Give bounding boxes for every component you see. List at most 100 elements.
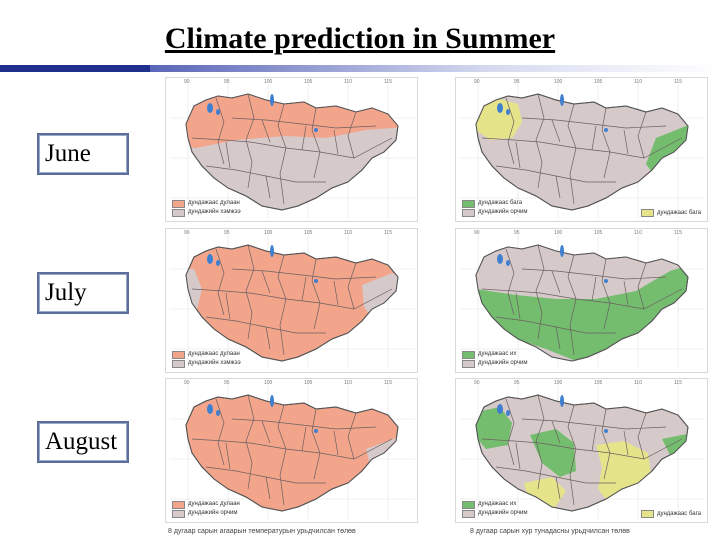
tick-label: 95 — [224, 79, 230, 85]
map-legend: дундажаас бага дундажийн орчим — [462, 199, 528, 217]
lake — [216, 410, 220, 416]
slide-title: Climate prediction in Summer — [164, 22, 556, 55]
tick-label: 90 — [184, 380, 190, 386]
map-svg — [170, 385, 415, 519]
legend-swatch — [172, 359, 185, 368]
tick-label: 95 — [224, 380, 230, 386]
map-legend: дундажаас дулаан дундажийн хэмжээ — [172, 199, 241, 217]
map-svg — [170, 235, 415, 369]
legend-label: дундажаас дулаан — [188, 501, 240, 507]
lake — [560, 395, 564, 407]
map-legend-extra: дундажаас бага — [640, 510, 701, 518]
legend-label: дундажийн орчим — [478, 209, 528, 215]
map-svg — [460, 235, 705, 369]
legend-label: дундажаас дулаан — [188, 351, 240, 357]
map-legend: дундажаас дулаан дундажийн хэмжээ — [172, 350, 241, 368]
tick-label: 110 — [344, 79, 352, 85]
tick-label: 90 — [474, 79, 480, 85]
lake — [270, 94, 274, 106]
tick-label: 115 — [384, 79, 392, 85]
legend-label: дундажийн хэмжээ — [188, 360, 241, 366]
tick-label: 100 — [554, 380, 563, 386]
forecast-region — [476, 98, 522, 140]
forecast-region — [186, 269, 202, 313]
legend-label: дундажийн хэмжээ — [188, 209, 241, 215]
forecast-region — [596, 441, 652, 507]
tick-label: 105 — [304, 380, 313, 386]
map-legend: дундажаас дулаан дундажийн орчим — [172, 500, 240, 518]
legend-label: дундажийн орчим — [478, 510, 528, 516]
tick-label: 110 — [634, 230, 642, 236]
tick-label: 110 — [634, 79, 642, 85]
lake — [207, 103, 213, 113]
tick-label: 105 — [594, 230, 603, 236]
map-svg — [170, 84, 415, 218]
tick-label: 110 — [344, 380, 352, 386]
caption-precipitation: 8 дугаар сарын хур тунадасны урьдчилсан … — [470, 528, 630, 535]
tick-label: 90 — [474, 230, 480, 236]
legend-swatch — [172, 208, 185, 217]
tick-label: 105 — [594, 79, 603, 85]
lake — [314, 429, 318, 433]
legend-swatch — [462, 509, 475, 518]
legend-label: дундажаас бага — [478, 200, 523, 206]
month-label-august: August — [37, 421, 129, 463]
map-july-temperature: 90 95 100 105 110 115 дундажаас дулаан дундажий… — [165, 228, 418, 373]
tick-label: 115 — [674, 79, 682, 85]
lake — [497, 103, 503, 113]
map-legend-extra: дундажаас бага — [640, 209, 701, 217]
lake — [604, 128, 608, 132]
tick-label: 115 — [384, 380, 392, 386]
map-june-precipitation: 90 95 100 105 110 115 дундажаас бага дундажийн … — [455, 77, 708, 222]
legend-swatch — [462, 208, 475, 217]
lake — [560, 245, 564, 257]
tick-label: 95 — [514, 230, 520, 236]
lake — [506, 410, 510, 416]
tick-label: 100 — [264, 79, 273, 85]
map-july-precipitation: 90 95 100 105 110 115 дундажаас их дундажийн ор… — [455, 228, 708, 373]
legend-swatch — [462, 199, 475, 208]
legend-swatch — [172, 509, 185, 518]
lake — [270, 245, 274, 257]
map-svg — [460, 84, 705, 218]
lake — [216, 109, 220, 115]
tick-label: 105 — [594, 380, 603, 386]
forecast-region — [530, 429, 576, 477]
lake — [207, 404, 213, 414]
month-label-june: June — [37, 133, 129, 175]
legend-swatch — [172, 500, 185, 509]
lake — [207, 254, 213, 264]
tick-label: 95 — [514, 79, 520, 85]
lake — [497, 404, 503, 414]
tick-label: 100 — [554, 230, 563, 236]
tick-label: 90 — [184, 79, 190, 85]
tick-label: 100 — [264, 230, 273, 236]
caption-temperature: 8 дугаар сарын агаарын температурын урьд… — [168, 528, 356, 535]
map-legend: дундажаас их дундажийн орчим — [462, 350, 528, 368]
legend-label: дундажаас их — [478, 501, 517, 507]
legend-label: дундажийн орчим — [478, 360, 528, 366]
legend-label: дундажийн орчим — [188, 510, 238, 516]
title-rule — [0, 65, 720, 72]
legend-swatch — [462, 350, 475, 359]
lake — [604, 279, 608, 283]
lake — [270, 395, 274, 407]
tick-label: 115 — [674, 230, 682, 236]
legend-swatch — [462, 500, 475, 509]
tick-label: 110 — [634, 380, 642, 386]
lake — [506, 260, 510, 266]
legend-swatch — [172, 199, 185, 208]
lake — [314, 128, 318, 132]
tick-label: 95 — [514, 380, 520, 386]
tick-label: 105 — [304, 79, 313, 85]
tick-label: 90 — [474, 380, 480, 386]
tick-label: 90 — [184, 230, 190, 236]
tick-label: 115 — [674, 380, 682, 386]
tick-label: 100 — [264, 380, 273, 386]
tick-label: 100 — [554, 79, 563, 85]
forecast-region — [476, 407, 512, 449]
legend-swatch — [172, 350, 185, 359]
lake — [216, 260, 220, 266]
legend-label: дундажаас дулаан — [188, 200, 240, 206]
lake — [497, 254, 503, 264]
